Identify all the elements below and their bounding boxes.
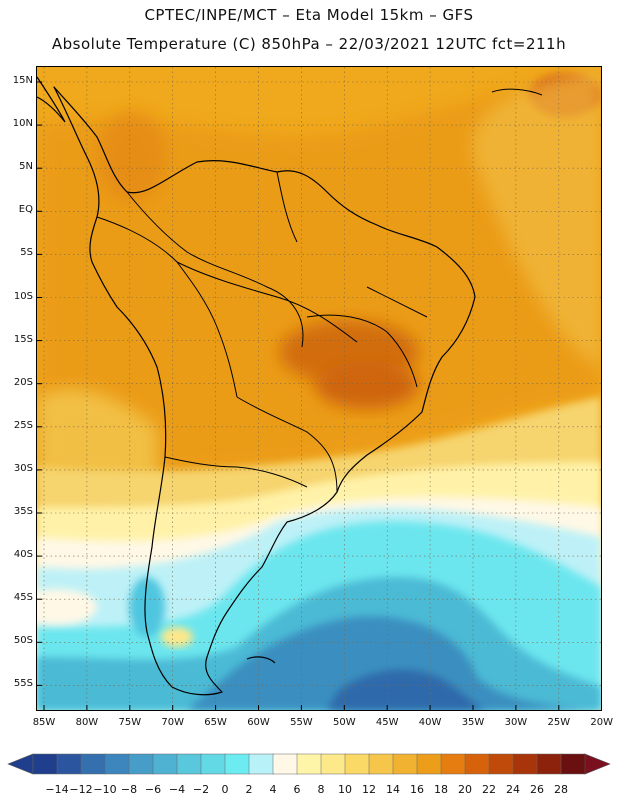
- colorbar-swatch: [464, 753, 490, 775]
- colorbar-swatch: [440, 753, 466, 775]
- colorbar-tick-label: 6: [293, 783, 301, 796]
- country-borders: [96, 171, 428, 493]
- colorbar-tick-label: 4: [269, 783, 277, 796]
- falkland-islands: [246, 656, 276, 664]
- colorbar-tick-label: 20: [458, 783, 472, 796]
- lon-label: 35W: [461, 717, 485, 728]
- colorbar-swatch: [80, 753, 106, 775]
- colorbar-swatch: [392, 753, 418, 775]
- field-cold-andes: [129, 577, 165, 637]
- lon-label: 30W: [504, 717, 528, 728]
- colorbar-swatch: [32, 753, 58, 775]
- colorbar-swatch: [344, 753, 370, 775]
- colorbar-tick-label: −14: [45, 783, 69, 796]
- temperature-map: [37, 67, 601, 710]
- colorbar-tick-label: 24: [506, 783, 520, 796]
- map-panel: [36, 66, 602, 711]
- lat-label: 5N: [19, 161, 33, 173]
- caribbean-islands: [491, 88, 543, 96]
- lon-label: 50W: [332, 717, 356, 728]
- colorbar-tick-label: 18: [434, 783, 448, 796]
- colorbar-swatch: [56, 753, 82, 775]
- lat-label: 10S: [13, 290, 33, 302]
- colorbar-swatch: [272, 753, 298, 775]
- field-atlantic-yellow: [472, 67, 601, 367]
- graticule: [37, 67, 601, 710]
- lat-label: 50S: [13, 635, 33, 647]
- colorbar-tick-label: 0: [221, 783, 229, 796]
- colorbar-swatch: [152, 753, 178, 775]
- lon-label: 55W: [290, 717, 313, 728]
- central-america-coastline: [37, 76, 66, 123]
- colorbar-swatch: [536, 753, 562, 775]
- colorbar-tick-label: −10: [93, 783, 117, 796]
- colorbar-swatch: [560, 753, 586, 775]
- colorbar-tick-label: 10: [338, 783, 352, 796]
- field-band-minus8: [187, 616, 601, 710]
- field-warm-band: [37, 67, 601, 474]
- lon-label: 25W: [547, 717, 571, 728]
- colorbar-tick-label: −8: [120, 783, 138, 796]
- lat-label: 35S: [13, 506, 33, 517]
- colorbar-tick-label: 26: [530, 783, 544, 796]
- colorbar-tick-label: −6: [144, 783, 162, 796]
- colorbar-swatch: [200, 753, 226, 775]
- lat-label: 25S: [13, 419, 33, 431]
- colorbar-swatch: [296, 753, 322, 775]
- lon-label: 40W: [418, 717, 442, 728]
- colorbar-high-arrow: [584, 753, 611, 775]
- colorbar-low-arrow: [7, 753, 34, 775]
- lat-label: 30S: [13, 462, 33, 474]
- colorbar-swatch: [248, 753, 274, 775]
- lon-label: 20W: [590, 717, 613, 728]
- lat-label: EQ: [18, 204, 33, 216]
- colorbar-swatch: [512, 753, 538, 775]
- colorbar-swatch: [320, 753, 346, 775]
- colorbar-swatch: [224, 753, 250, 775]
- lat-label: 10N: [12, 118, 33, 130]
- lon-label: 85W: [32, 717, 56, 728]
- colorbar-swatch: [416, 753, 442, 775]
- chart-subtitle: Absolute Temperature (C) 850hPa – 22/03/…: [51, 35, 567, 53]
- colorbar-swatch: [368, 753, 394, 775]
- colorbar-tick-label: 2: [245, 783, 253, 796]
- lon-label: 80W: [75, 717, 99, 728]
- lat-label: 5S: [20, 247, 33, 259]
- lat-label: 55S: [13, 678, 33, 690]
- colorbar-tick-label: 12: [362, 783, 376, 796]
- colorbar-tick-label: −2: [192, 783, 210, 796]
- colorbar-swatch: [128, 753, 154, 775]
- colorbar-tick-label: −4: [168, 783, 186, 796]
- lon-label: 60W: [247, 717, 270, 728]
- lat-label: 15N: [12, 75, 33, 86]
- lat-label: 15S: [13, 333, 33, 345]
- field-warm-patagonia: [161, 627, 193, 647]
- colorbar-swatch: [176, 753, 202, 775]
- field-pacific-pale: [37, 589, 97, 625]
- lon-label: 65W: [204, 717, 227, 728]
- colorbar-tick-label: 28: [554, 783, 568, 796]
- colorbar-swatch: [488, 753, 514, 775]
- lon-label: 45W: [375, 717, 399, 728]
- colorbar: [7, 753, 611, 775]
- colorbar-tick-label: 16: [410, 783, 424, 796]
- colorbar-tick-label: 8: [317, 783, 325, 796]
- colorbar-tick-label: −12: [69, 783, 93, 796]
- lon-label: 70W: [161, 717, 184, 728]
- field-hot-southeast-brazil: [315, 361, 419, 409]
- field-band-minus10: [327, 669, 487, 710]
- south-america-coastline: [53, 86, 476, 696]
- lat-label: 45S: [13, 592, 33, 604]
- colorbar-tick-label: 14: [386, 783, 400, 796]
- chart-title: CPTEC/INPE/MCT – Eta Model 15km – GFS: [144, 6, 474, 24]
- lat-label: 40S: [13, 549, 33, 561]
- field-warm-north: [97, 112, 167, 202]
- colorbar-tick-label: 22: [482, 783, 496, 796]
- colorbar-swatch: [104, 753, 130, 775]
- lat-label: 20S: [13, 376, 33, 388]
- lon-label: 75W: [118, 717, 142, 728]
